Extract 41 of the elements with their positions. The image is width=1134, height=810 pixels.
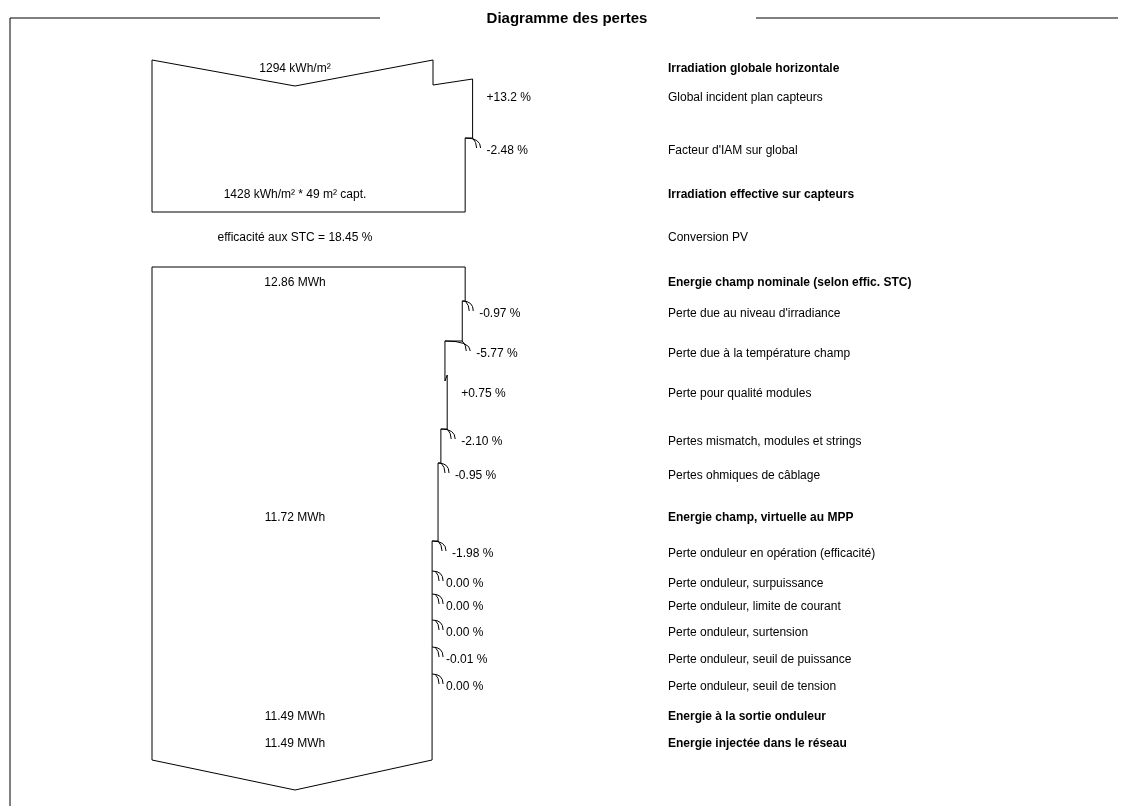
category-label: Perte onduleur en opération (efficacité) — [668, 546, 876, 560]
data-label: +13.2 % — [486, 90, 531, 104]
data-label: 1428 kWh/m² * 49 m² capt. — [222, 187, 368, 201]
category-label: Energie champ nominale (selon effic. STC) — [668, 275, 912, 289]
text: Diagramme des pertes — [485, 9, 649, 26]
category-label: Perte pour qualité modules — [668, 386, 812, 400]
data-label: -0.97 % — [479, 306, 521, 320]
data-label: -2.48 % — [486, 143, 528, 157]
category-label: Perte onduleur, surpuissance — [668, 576, 824, 590]
data-label: -0.01 % — [446, 652, 488, 666]
category-label: Pertes mismatch, modules et strings — [668, 434, 862, 448]
data-label: 0.00 % — [446, 576, 484, 590]
category-label: Energie à la sortie onduleur — [668, 709, 827, 723]
category-label: Energie injectée dans le réseau — [668, 736, 847, 750]
data-label: 11.72 MWh — [263, 510, 327, 524]
data-label: -0.95 % — [454, 468, 497, 482]
category-label: Irradiation globale horizontale — [668, 61, 840, 75]
data-label: +0.75 % — [461, 386, 506, 400]
category-label: Perte onduleur, seuil de tension — [668, 679, 837, 693]
category-label: Pertes ohmiques de câblage — [668, 468, 821, 482]
data-label: 0.00 % — [446, 625, 484, 639]
category-label: Irradiation effective sur capteurs — [668, 187, 855, 201]
data-label: 11.49 MWh — [263, 736, 327, 750]
data-label: 1294 kWh/m² — [258, 61, 332, 75]
category-label: Energie champ, virtuelle au MPP — [668, 510, 854, 524]
category-label: Facteur d'IAM sur global — [668, 143, 798, 157]
category-label: Perte due au niveau d'irradiance — [668, 306, 841, 320]
category-label: Perte onduleur, seuil de puissance — [668, 652, 852, 666]
category-label: Conversion PV — [668, 230, 749, 244]
data-label: 0.00 % — [446, 599, 484, 613]
data-label: efficacité aux STC = 18.45 % — [216, 230, 374, 244]
data-label: -2.10 % — [461, 434, 503, 448]
category-label: Perte onduleur, surtension — [668, 625, 809, 639]
data-label: 0.00 % — [446, 679, 484, 693]
data-label: -5.77 % — [476, 346, 518, 360]
data-label: 12.86 MWh — [263, 275, 327, 289]
category-label: Perte due à la température champ — [668, 346, 851, 360]
data-label: -1.98 % — [452, 546, 494, 560]
category-label: Perte onduleur, limite de courant — [668, 599, 841, 613]
category-label: Global incident plan capteurs — [668, 90, 823, 104]
data-label: 11.49 MWh — [263, 709, 327, 723]
